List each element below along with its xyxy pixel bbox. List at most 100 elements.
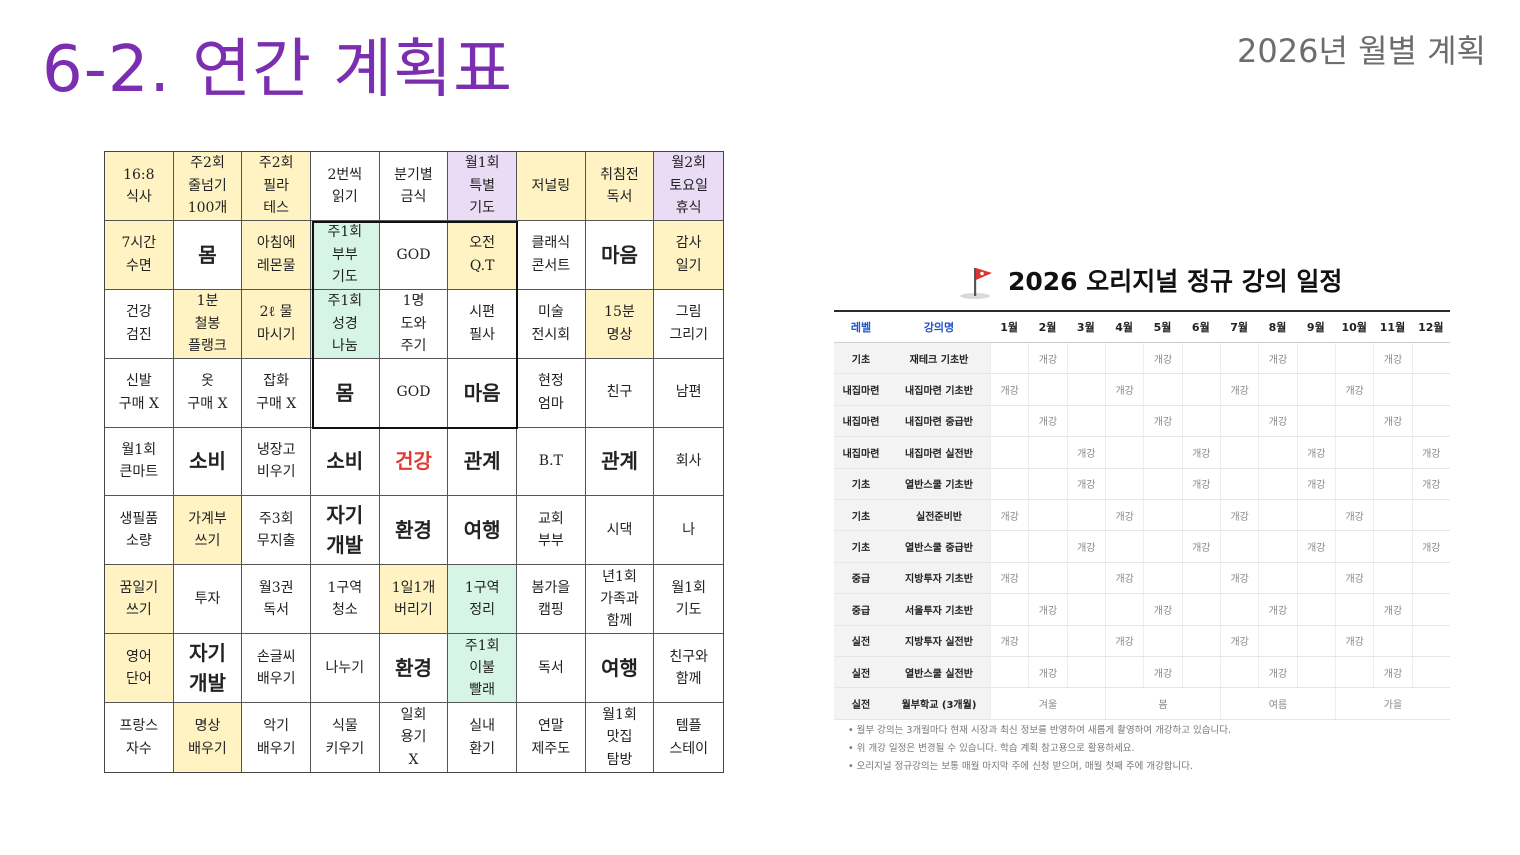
month-cell: [1258, 625, 1296, 656]
table-row: 실전 월부학교 (3개월) 겨울 봄 여름 가을: [834, 688, 1450, 720]
mandalart-cell: 악기 배우기: [242, 703, 311, 772]
month-cell: 개강: [1066, 437, 1105, 468]
mandalart-cell: 여행: [448, 496, 517, 566]
mandalart-cell: 몸: [173, 220, 243, 290]
note-item: 월부 강의는 3개월마다 현재 시장과 최신 정보를 반영하여 새롭게 촬영하여…: [848, 722, 1231, 740]
month-cell: 개강: [1028, 405, 1066, 437]
lecture-name-cell: 실전준비반: [888, 499, 990, 531]
mandalart-cell: 1분 철봉 플랭크: [173, 289, 243, 359]
month-cell: 개강: [1181, 531, 1220, 562]
month-cell: [1104, 343, 1143, 374]
mandalart-cell: 주2회 줄넘기 100개: [173, 152, 243, 221]
month-cell: 개강: [1219, 499, 1258, 531]
month-cell: 개강: [1258, 405, 1296, 437]
mandalart-cell: 연말 제주도: [517, 703, 586, 772]
mandalart-cell: 실내 환기: [448, 703, 517, 772]
mandalart-cell: 분기별 금식: [379, 152, 449, 221]
mandalart-cell: 마음: [448, 358, 517, 428]
month-cell: 개강: [1219, 374, 1258, 405]
mandalart-cell: 2번씩 읽기: [310, 152, 380, 221]
month-cell: 개강: [1143, 343, 1181, 374]
month-cell: [1028, 531, 1066, 562]
mandalart-cell: 영어 단어: [105, 634, 174, 704]
month-cell: [1028, 437, 1066, 468]
level-cell: 기초: [834, 468, 888, 499]
month-cell: [1028, 468, 1066, 499]
mandalart-cell: 현정 엄마: [516, 358, 586, 428]
mandalart-cell: 투자: [173, 565, 243, 635]
month-cell: 개강: [1104, 499, 1143, 531]
season-cell: 봄: [1105, 688, 1220, 719]
month-cell: [1181, 562, 1220, 594]
month-cell: [1296, 374, 1335, 405]
month-cell: 개강: [1296, 531, 1335, 562]
mandalart-cell: 친구와 함께: [654, 634, 723, 704]
month-cell: [1334, 405, 1373, 437]
level-cell: 실전: [834, 625, 888, 656]
mandalart-cell: 미술 전시회: [516, 289, 586, 359]
month-cell: [1066, 594, 1105, 625]
mandalart-cell: 시편 필사: [448, 289, 517, 359]
month-cell: [1104, 531, 1143, 562]
mandalart-cell: 자기 개발: [310, 496, 380, 566]
mandalart-cell: 그림 그리기: [654, 290, 723, 359]
mandalart-cell: 관계: [585, 427, 655, 497]
month-cell: [1411, 562, 1450, 594]
table-row: 실전 지방투자 실전반 개강 개강 개강 개강: [834, 625, 1450, 657]
month-cell: [990, 405, 1028, 437]
month-cell: [1066, 562, 1105, 594]
month-cell: [1028, 562, 1066, 594]
month-cell: [1373, 499, 1411, 531]
month-cell: [1258, 562, 1296, 594]
month-cell: 개강: [1373, 594, 1411, 625]
column-header: 10월: [1341, 321, 1367, 334]
mandalart-cell: 월1회 큰마트: [105, 427, 174, 497]
lecture-name-cell: 월부학교 (3개월): [888, 688, 990, 719]
month-cell: [1296, 499, 1335, 531]
mandalart-cell: 손글씨 배우기: [242, 634, 311, 704]
mandalart-cell: 15분 명상: [585, 289, 655, 359]
month-cell: [1104, 594, 1143, 625]
month-cell: 개강: [1334, 374, 1373, 405]
column-header: 9월: [1306, 321, 1325, 334]
month-cell: 개강: [1028, 656, 1066, 688]
month-cell: [1219, 656, 1258, 688]
month-cell: [1143, 531, 1181, 562]
month-cell: [1104, 405, 1143, 437]
month-cell: [1028, 374, 1066, 405]
month-cell: [1104, 468, 1143, 499]
column-header: 8월: [1268, 321, 1287, 334]
mandalart-cell: 소비: [173, 427, 243, 497]
mandalart-cell: 템플 스테이: [669, 718, 708, 757]
level-cell: 실전: [834, 688, 888, 719]
month-cell: [1143, 374, 1181, 405]
month-cell: 개강: [1296, 437, 1335, 468]
mandalart-cell: 2ℓ 물 마시기: [242, 289, 311, 359]
month-cell: [1411, 625, 1450, 656]
month-cell: [1143, 499, 1181, 531]
month-cell: [1066, 656, 1105, 688]
month-cell: [1181, 405, 1220, 437]
month-cell: [1143, 437, 1181, 468]
mandalart-cell: 환경: [379, 496, 449, 566]
mandalart-cell: GOD: [379, 358, 449, 428]
month-cell: [1411, 405, 1450, 437]
month-cell: [1066, 499, 1105, 531]
mandalart-cell: 건강 검진: [105, 289, 174, 359]
schedule-title: 2026 오리지널 정규 강의 일정: [1008, 267, 1343, 296]
mandalart-cell: 소비: [310, 427, 380, 497]
column-header: 1월: [1000, 321, 1019, 334]
month-cell: [1181, 374, 1220, 405]
mandalart-cell: 친구: [585, 358, 655, 428]
month-cell: [1028, 625, 1066, 656]
mandalart-cell: 주2회 필라 테스: [242, 152, 311, 221]
mandalart-cell: 나: [654, 496, 723, 566]
month-cell: 개강: [1143, 405, 1181, 437]
month-cell: [1181, 594, 1220, 625]
month-cell: [1334, 437, 1373, 468]
month-cell: [1411, 594, 1450, 625]
month-cell: [1181, 656, 1220, 688]
month-cell: 개강: [990, 562, 1028, 594]
mandalart-cell: 1일1개 버리기: [379, 565, 449, 635]
mandalart-cell: 신발 구매 X: [105, 358, 174, 428]
